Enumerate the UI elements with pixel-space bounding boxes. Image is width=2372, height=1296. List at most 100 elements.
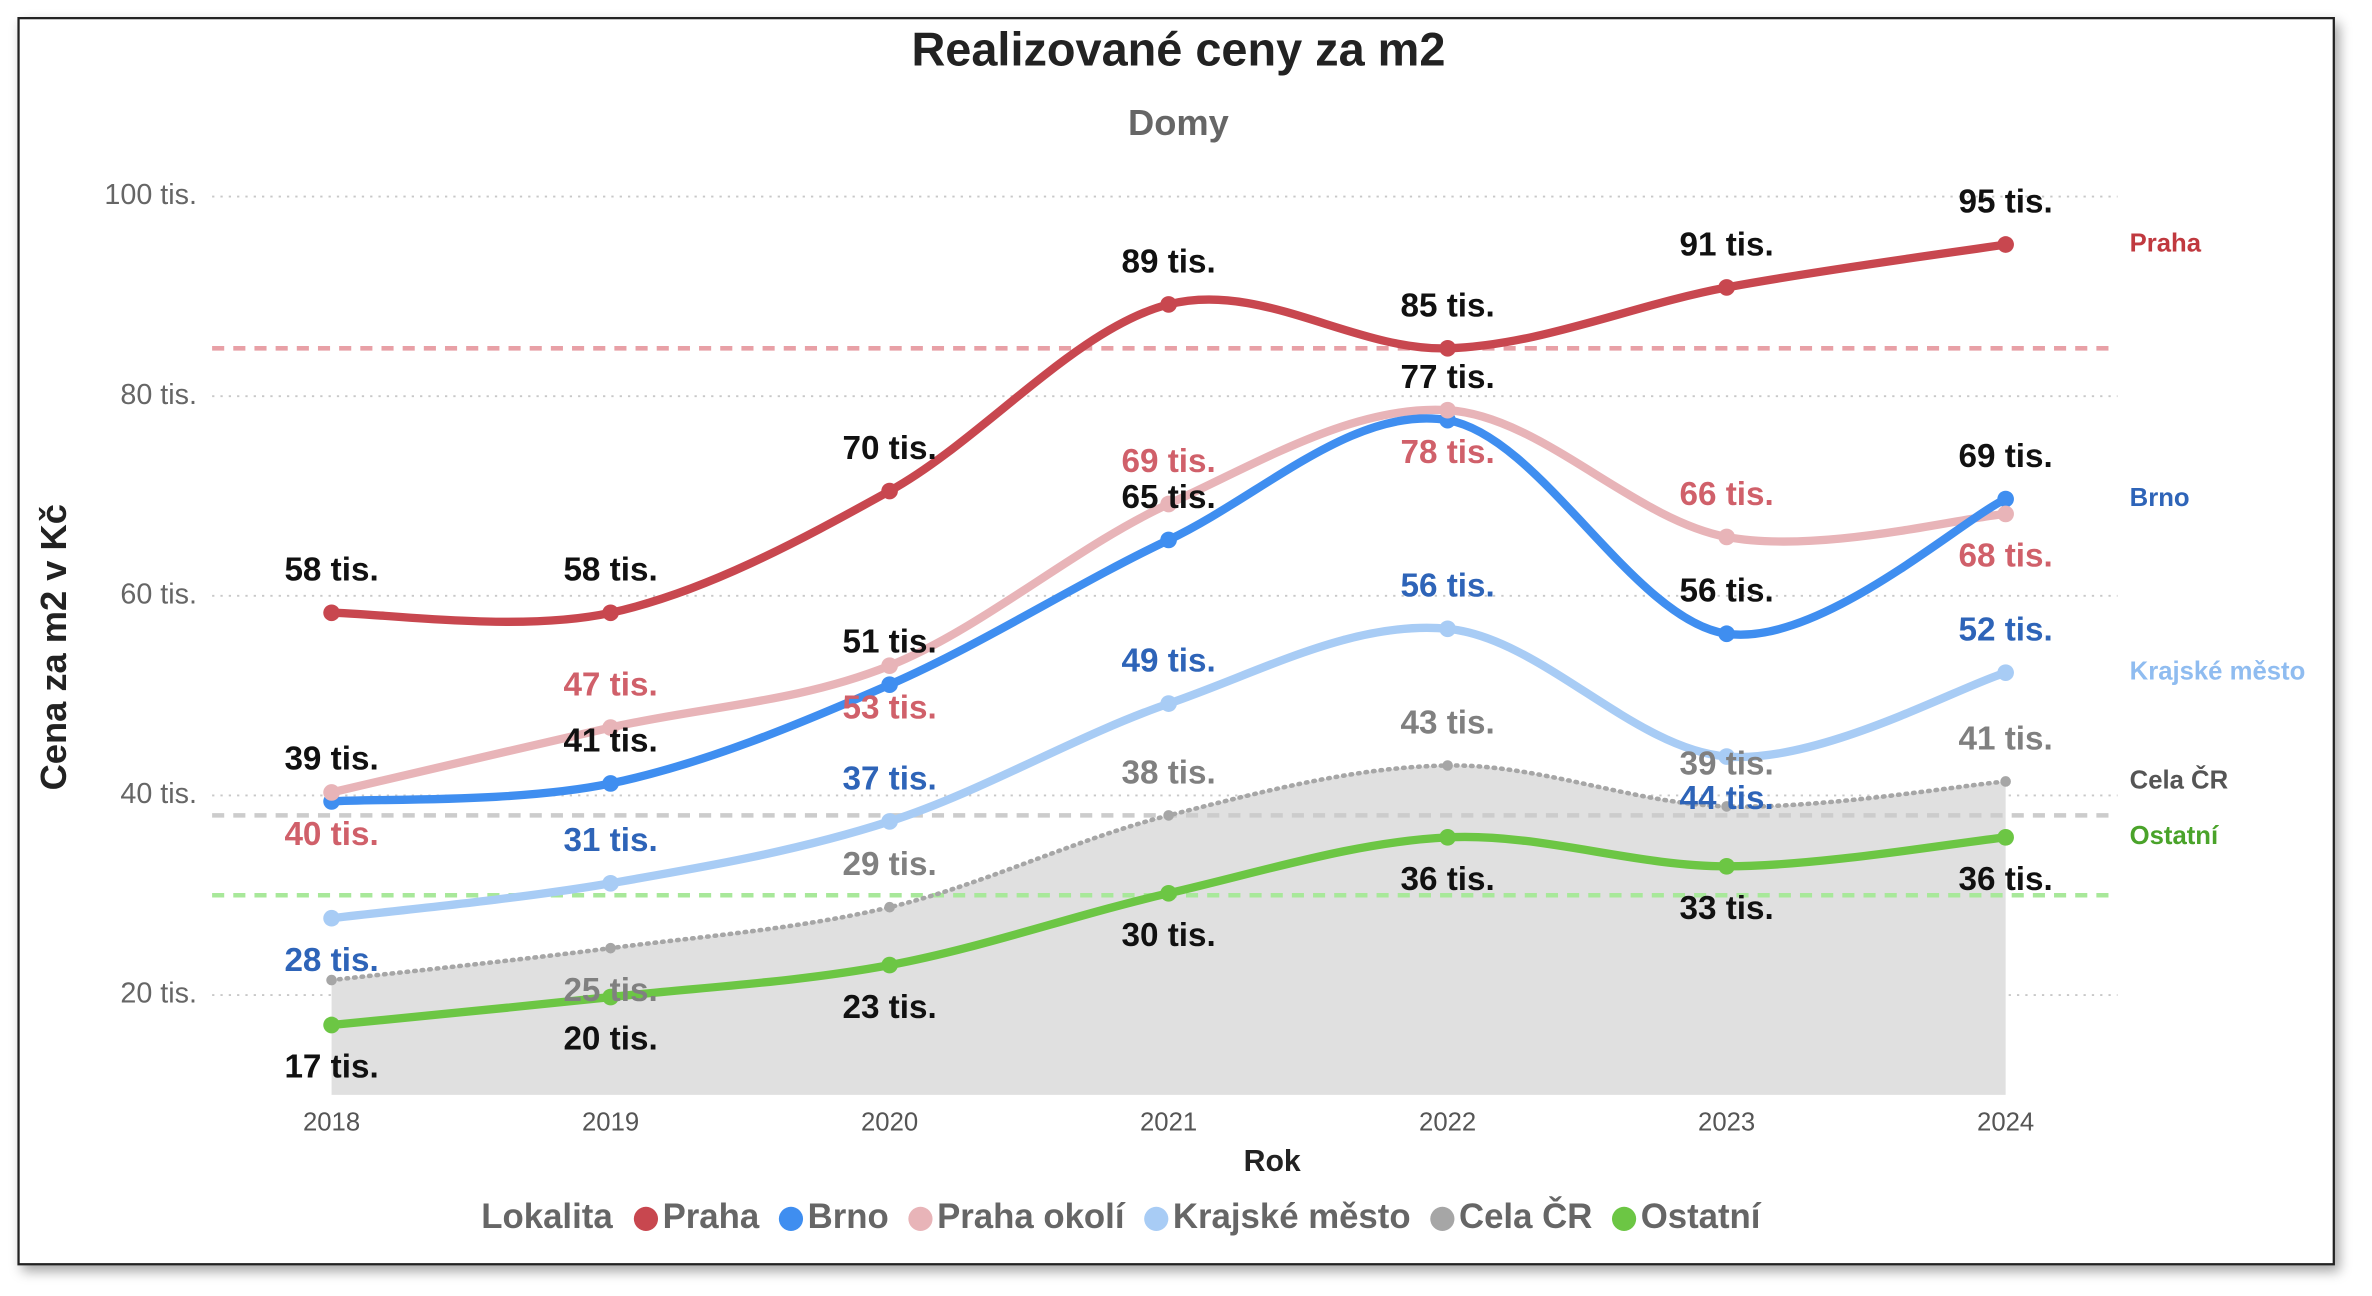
data-point — [1160, 531, 1177, 549]
legend-label: Brno — [808, 1198, 889, 1236]
y-tick-label: 60 tis. — [120, 578, 197, 610]
data-label: 66 tis. — [1679, 476, 1773, 513]
legend-marker — [633, 1206, 659, 1231]
data-label: 28 tis. — [284, 942, 378, 979]
legend-label: Cela ČR — [1459, 1196, 1592, 1236]
data-point — [326, 974, 337, 986]
data-label: 37 tis. — [842, 760, 936, 797]
data-point — [2000, 776, 2011, 787]
legend-title: Lokalita — [481, 1198, 613, 1236]
x-tick-label: 2019 — [582, 1108, 639, 1136]
data-label: 69 tis. — [1121, 443, 1215, 480]
data-label: 38 tis. — [1121, 754, 1215, 791]
data-point — [1160, 695, 1177, 712]
data-point — [602, 775, 619, 792]
data-point — [1997, 490, 2014, 508]
x-tick-label: 2022 — [1419, 1108, 1476, 1136]
data-label: 41 tis. — [1959, 720, 2053, 757]
legend-label: Krajské město — [1173, 1198, 1411, 1236]
data-label: 58 tis. — [284, 552, 378, 589]
data-label: 33 tis. — [1679, 890, 1773, 927]
legend-marker — [778, 1206, 804, 1231]
data-point — [1718, 625, 1735, 643]
chart-title: Realizované ceny za m2 — [911, 23, 1445, 75]
data-label: 68 tis. — [1959, 538, 2053, 575]
legend-marker — [908, 1206, 933, 1231]
data-point — [323, 604, 340, 622]
data-label: 30 tis. — [1121, 917, 1215, 954]
y-tick-label: 80 tis. — [120, 379, 197, 411]
data-point — [881, 657, 898, 675]
data-label: 40 tis. — [284, 816, 378, 853]
data-label: 89 tis. — [1121, 243, 1215, 280]
y-tick-label: 20 tis. — [120, 978, 197, 1010]
end-label: Krajské město — [2130, 657, 2306, 685]
plot: Realizované ceny za m2 Domy Cena za m2 v… — [33, 23, 2305, 1236]
data-point — [602, 604, 619, 622]
end-label: Brno — [2130, 484, 2190, 512]
data-point — [323, 784, 340, 801]
data-label: 65 tis. — [1121, 479, 1215, 516]
data-point — [1997, 829, 2014, 846]
legend-marker — [1611, 1206, 1637, 1231]
data-label: 95 tis. — [1959, 183, 2053, 220]
data-label: 39 tis. — [1679, 745, 1773, 782]
data-point — [1442, 760, 1453, 771]
data-label: 47 tis. — [563, 667, 657, 704]
data-point — [1439, 339, 1456, 357]
data-point — [1163, 810, 1174, 821]
data-point — [1439, 829, 1456, 846]
data-label: 36 tis. — [1400, 861, 1494, 898]
data-point — [1997, 505, 2014, 523]
end-label: Ostatní — [2130, 822, 2219, 850]
data-label: 70 tis. — [842, 430, 936, 467]
data-point — [884, 901, 895, 913]
data-label: 29 tis. — [842, 846, 936, 883]
data-label: 25 tis. — [563, 972, 657, 1009]
data-point — [323, 909, 340, 927]
x-tick-label: 2018 — [303, 1108, 360, 1136]
data-point — [881, 956, 898, 974]
data-label: 51 tis. — [842, 624, 936, 661]
data-point — [1997, 236, 2014, 253]
data-label: 23 tis. — [842, 989, 936, 1026]
data-label: 17 tis. — [284, 1049, 378, 1086]
end-label: Praha — [2130, 229, 2202, 257]
data-point — [1160, 296, 1177, 313]
data-label: 56 tis. — [1679, 573, 1773, 610]
data-point — [605, 942, 616, 954]
data-label: 53 tis. — [842, 689, 936, 726]
data-point — [881, 482, 898, 500]
data-point — [1160, 495, 1177, 513]
chart-subtitle: Domy — [1128, 102, 1229, 143]
data-label: 43 tis. — [1400, 704, 1494, 741]
legend-label: Praha — [663, 1198, 760, 1236]
end-label: Cela ČR — [2130, 764, 2229, 794]
data-label: 44 tis. — [1679, 780, 1773, 817]
data-point — [1997, 664, 2014, 681]
data-point — [1721, 801, 1732, 812]
data-point — [1718, 748, 1735, 765]
data-point — [1718, 528, 1735, 546]
legend-label: Praha okolí — [937, 1198, 1126, 1236]
data-label: 85 tis. — [1400, 287, 1494, 324]
data-label: 69 tis. — [1959, 438, 2053, 475]
data-label: 58 tis. — [563, 552, 657, 589]
y-tick-label: 100 tis. — [104, 179, 197, 211]
data-point — [602, 988, 619, 1006]
data-label: 52 tis. — [1959, 612, 2053, 649]
x-tick-label: 2024 — [1977, 1108, 2034, 1136]
data-label: 31 tis. — [563, 822, 657, 859]
legend-label: Ostatní — [1641, 1198, 1762, 1236]
data-point — [602, 719, 619, 736]
data-label: 91 tis. — [1679, 226, 1773, 263]
data-label: 41 tis. — [563, 722, 657, 759]
data-label: 56 tis. — [1400, 568, 1494, 605]
data-point — [1439, 620, 1456, 638]
x-axis-title: Rok — [1244, 1145, 1301, 1178]
data-label: 36 tis. — [1959, 861, 2053, 898]
y-tick-label: 40 tis. — [120, 778, 197, 810]
x-tick-label: 2021 — [1140, 1108, 1197, 1136]
legend-marker — [1144, 1206, 1169, 1231]
